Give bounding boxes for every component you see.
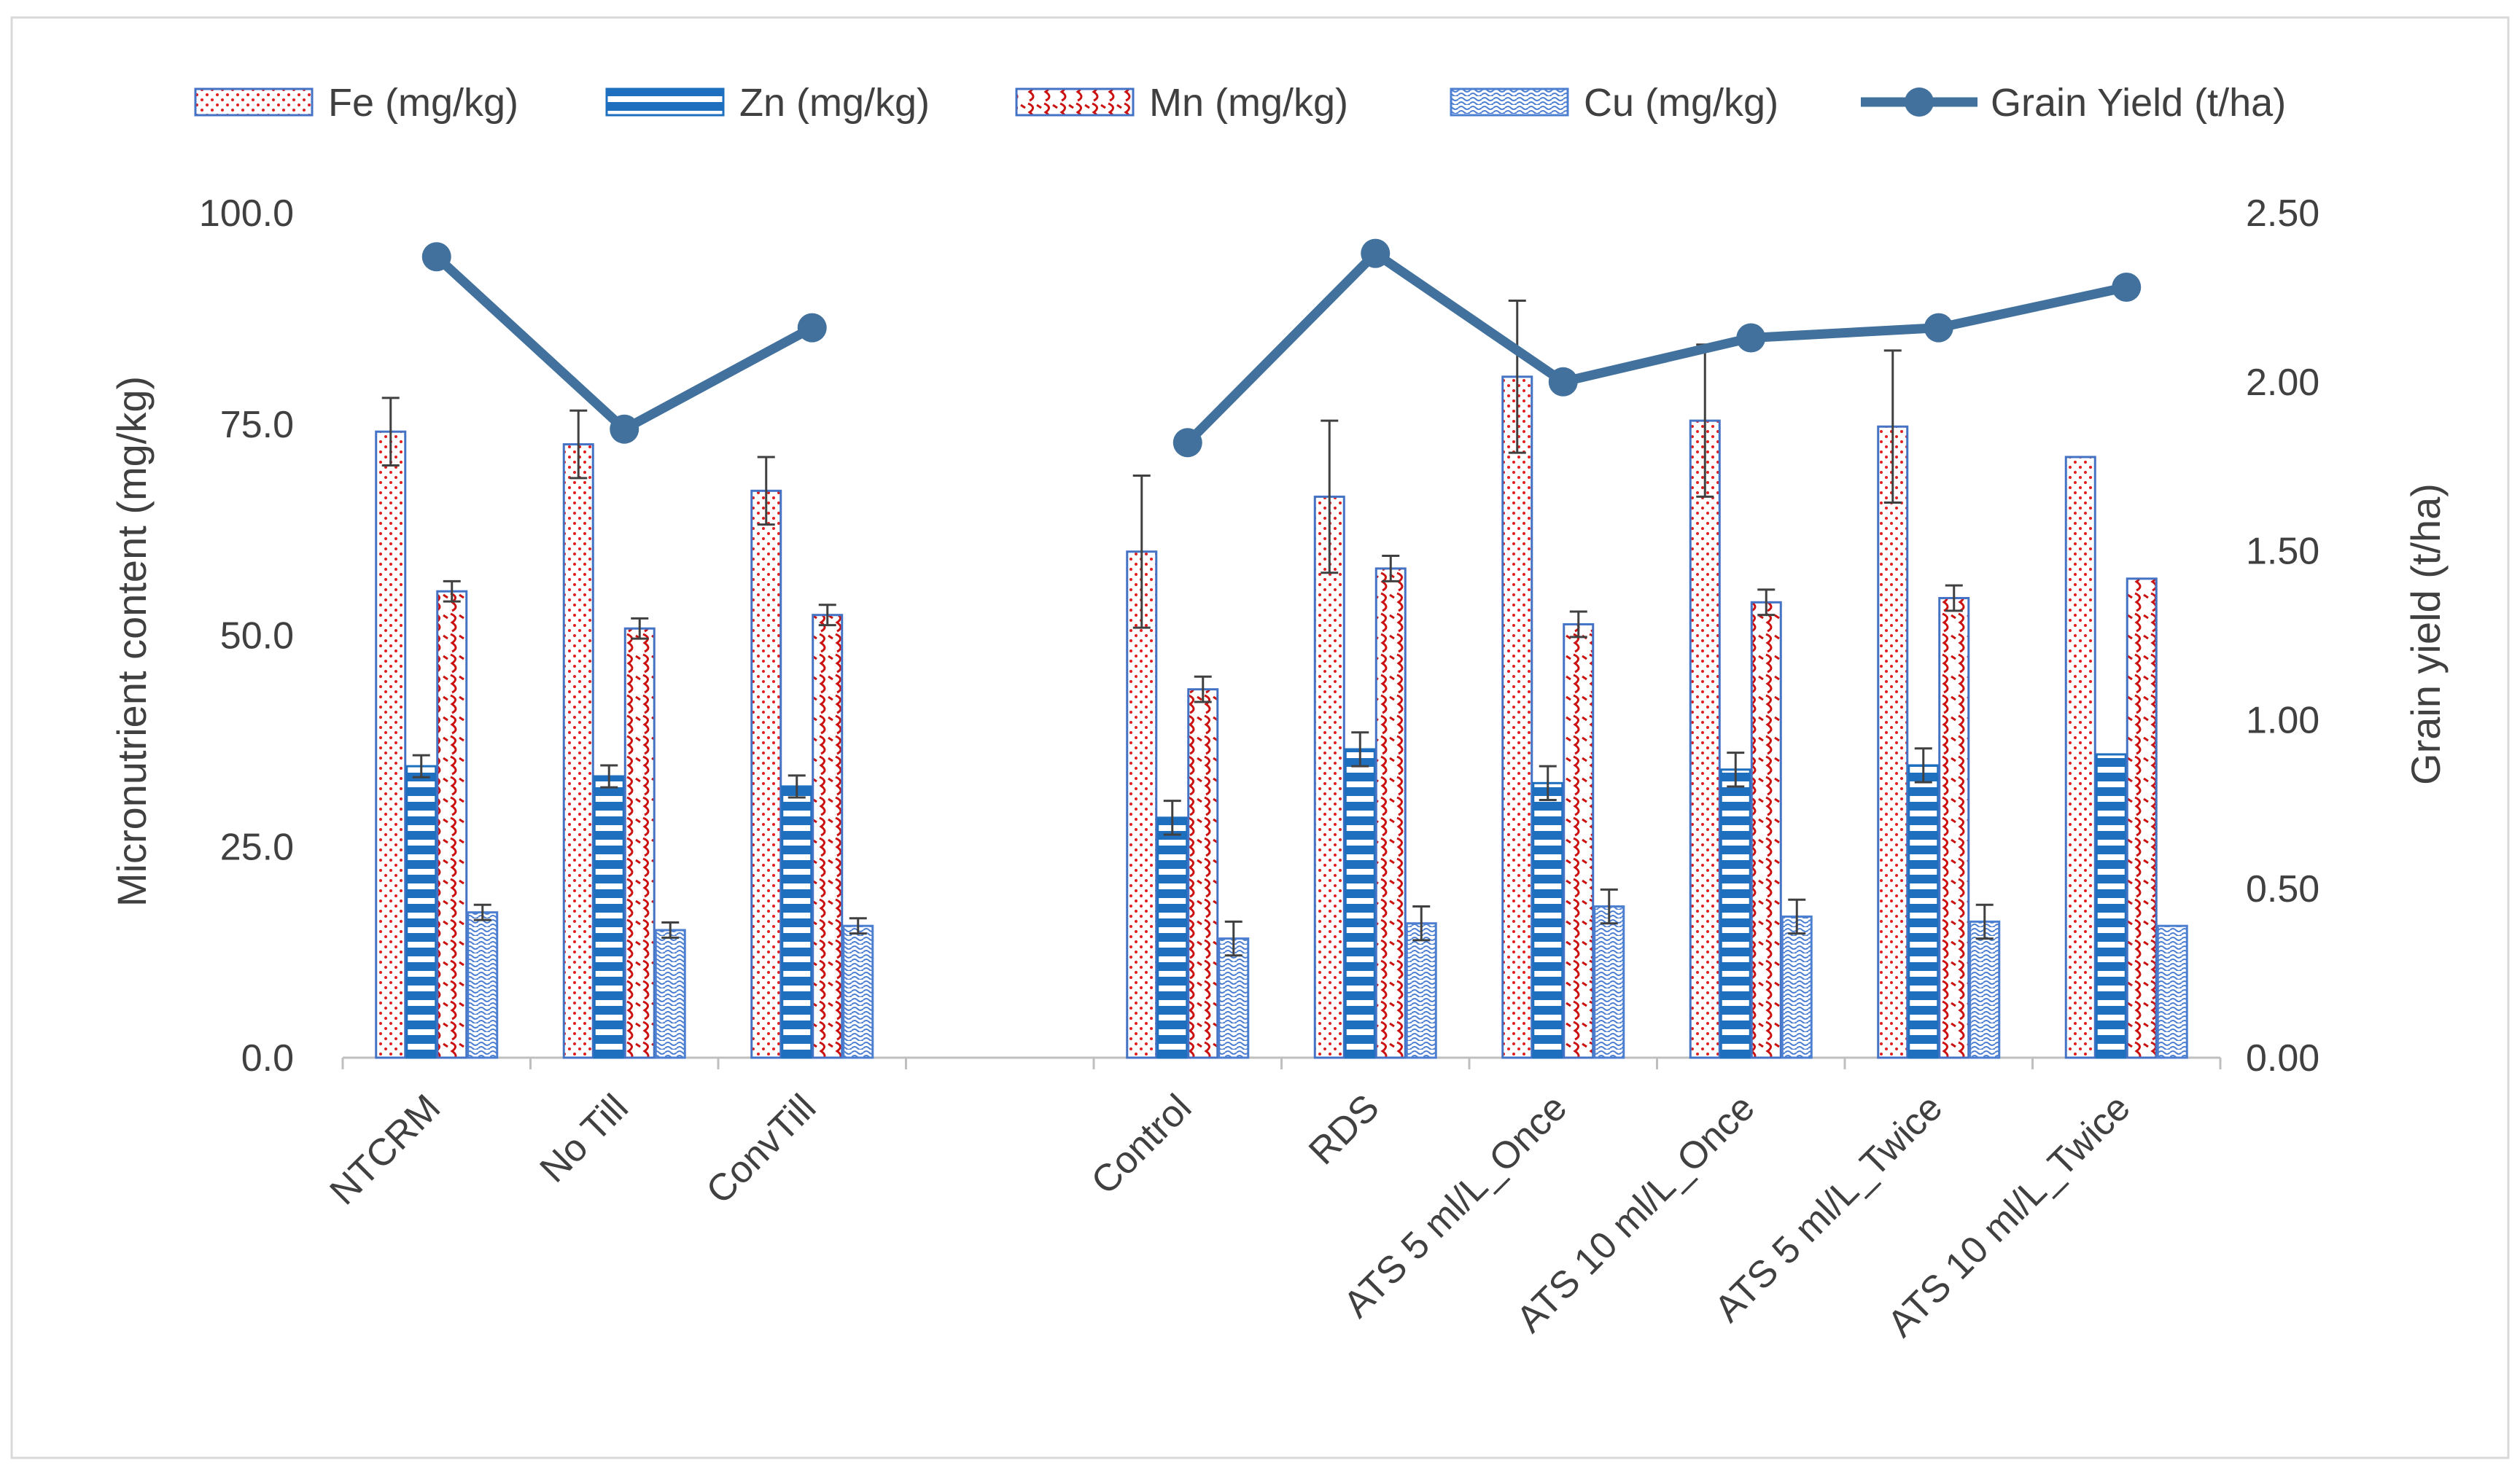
y-axis-title: Micronutrient content (mg/kg) [109, 376, 155, 907]
bar-cu-mg-kg-convtill [842, 924, 874, 1059]
legend: Fe (mg/kg) Zn (mg/kg) Mn (mg/kg) Cu (mg/kg)… [194, 81, 2286, 125]
bar-mn-mg-kg-ats-10-ml-l-once [1750, 601, 1782, 1059]
bar-zn-mg-kg-ats-5-ml-l-once [1532, 781, 1564, 1059]
y2-tick-label: 2.50 [2246, 192, 2319, 235]
bar-cu-mg-kg-rds [1405, 922, 1437, 1059]
grain-yield-point-ats-5-ml-l-twice [1924, 313, 1953, 343]
y2-tick-label: 1.50 [2246, 531, 2319, 573]
grain-yield-point-no-till [610, 414, 639, 444]
legend-swatch-fe-mg-kg [194, 87, 314, 117]
legend-label-fe-mg-kg: Fe (mg/kg) [328, 81, 518, 125]
bar-zn-mg-kg-convtill [781, 785, 813, 1059]
grain-yield-point-ats-5-ml-l-once [1548, 367, 1578, 397]
bar-cu-mg-kg-no-till [654, 929, 686, 1059]
y-tick-label: 25.0 [220, 826, 294, 868]
y2-tick-label: 1.00 [2246, 699, 2319, 741]
bar-fe-mg-kg-ntcrm [375, 430, 407, 1059]
bar-cu-mg-kg-ats-5-ml-l-once [1593, 905, 1625, 1059]
error-bars-group [381, 300, 1994, 957]
bar-zn-mg-kg-ats-5-ml-l-twice [1908, 764, 1940, 1059]
y2-tick-label: 0.50 [2246, 868, 2319, 910]
y-tick-label: 0.0 [241, 1037, 294, 1080]
grain-yield-point-ntcrm [421, 242, 451, 272]
y2-tick-label: 2.00 [2246, 362, 2319, 404]
bar-fe-mg-kg-ats-5-ml-l-once [1501, 375, 1533, 1059]
legend-swatch-mn-mg-kg [1015, 87, 1135, 117]
bar-mn-mg-kg-control [1187, 688, 1219, 1059]
bar-fe-mg-kg-ats-10-ml-l-once [1689, 419, 1721, 1059]
grain-yield-point-rds [1361, 238, 1391, 268]
bar-zn-mg-kg-no-till [593, 775, 625, 1059]
bar-cu-mg-kg-ats-10-ml-l-twice [2156, 924, 2188, 1059]
bar-series-group [375, 375, 2188, 1059]
legend-swatch-zn-mg-kg [605, 87, 725, 117]
right-y-axis: 0.00 0.50 1.00 1.50 2.00 2.50 [2246, 192, 2319, 1080]
bar-cu-mg-kg-ats-10-ml-l-once [1781, 915, 1813, 1059]
bar-cu-mg-kg-ats-5-ml-l-twice [1969, 920, 2001, 1059]
bar-mn-mg-kg-ats-10-ml-l-twice [2126, 577, 2158, 1059]
legend-label-grain-yield: Grain Yield (t/ha) [1991, 81, 2286, 125]
bar-fe-mg-kg-control [1126, 550, 1158, 1059]
bar-zn-mg-kg-ats-10-ml-l-twice [2095, 753, 2127, 1059]
y2-tick-label: 0.00 [2246, 1037, 2319, 1080]
bar-fe-mg-kg-rds [1313, 495, 1345, 1059]
grain-yield-point-control [1172, 428, 1202, 458]
bar-fe-mg-kg-no-till [562, 443, 594, 1059]
bar-mn-mg-kg-no-till [623, 627, 656, 1059]
bar-zn-mg-kg-rds [1344, 748, 1376, 1059]
bar-mn-mg-kg-ntcrm [436, 590, 468, 1059]
bar-fe-mg-kg-ats-10-ml-l-twice [2064, 456, 2096, 1059]
bar-mn-mg-kg-convtill [812, 614, 844, 1059]
bar-cu-mg-kg-control [1218, 937, 1250, 1059]
bar-mn-mg-kg-ats-5-ml-l-twice [1938, 597, 1970, 1059]
grain-yield-point-ats-10-ml-l-twice [2112, 272, 2142, 302]
bar-fe-mg-kg-ats-5-ml-l-twice [1877, 425, 1909, 1059]
y-tick-label: 50.0 [220, 615, 294, 657]
legend-label-cu-mg-kg: Cu (mg/kg) [1584, 81, 1778, 125]
y-tick-label: 75.0 [220, 404, 294, 446]
grain-yield-line-segment-2 [1184, 249, 2128, 446]
bar-mn-mg-kg-rds [1374, 567, 1407, 1059]
bar-mn-mg-kg-ats-5-ml-l-once [1563, 623, 1595, 1059]
y2-axis-title: Grain yield (t/ha) [2403, 483, 2449, 785]
legend-label-zn-mg-kg: Zn (mg/kg) [739, 81, 930, 125]
bar-cu-mg-kg-ntcrm [467, 911, 499, 1059]
grain-yield-point-convtill [797, 313, 827, 343]
bar-zn-mg-kg-ntcrm [405, 765, 438, 1059]
legend-label-mn-mg-kg: Mn (mg/kg) [1149, 81, 1348, 125]
grain-yield-line-group [421, 238, 2142, 458]
bar-zn-mg-kg-ats-10-ml-l-once [1719, 768, 1751, 1059]
left-y-axis: 0.0 25.0 50.0 75.0 100.0 [199, 192, 294, 1080]
grain-yield-point-ats-10-ml-l-once [1736, 323, 1766, 353]
bar-zn-mg-kg-control [1156, 816, 1189, 1059]
bar-fe-mg-kg-convtill [750, 489, 782, 1059]
legend-marker-grain-yield [1905, 87, 1934, 117]
y-tick-label: 100.0 [199, 192, 294, 235]
legend-swatch-cu-mg-kg [1450, 87, 1569, 117]
